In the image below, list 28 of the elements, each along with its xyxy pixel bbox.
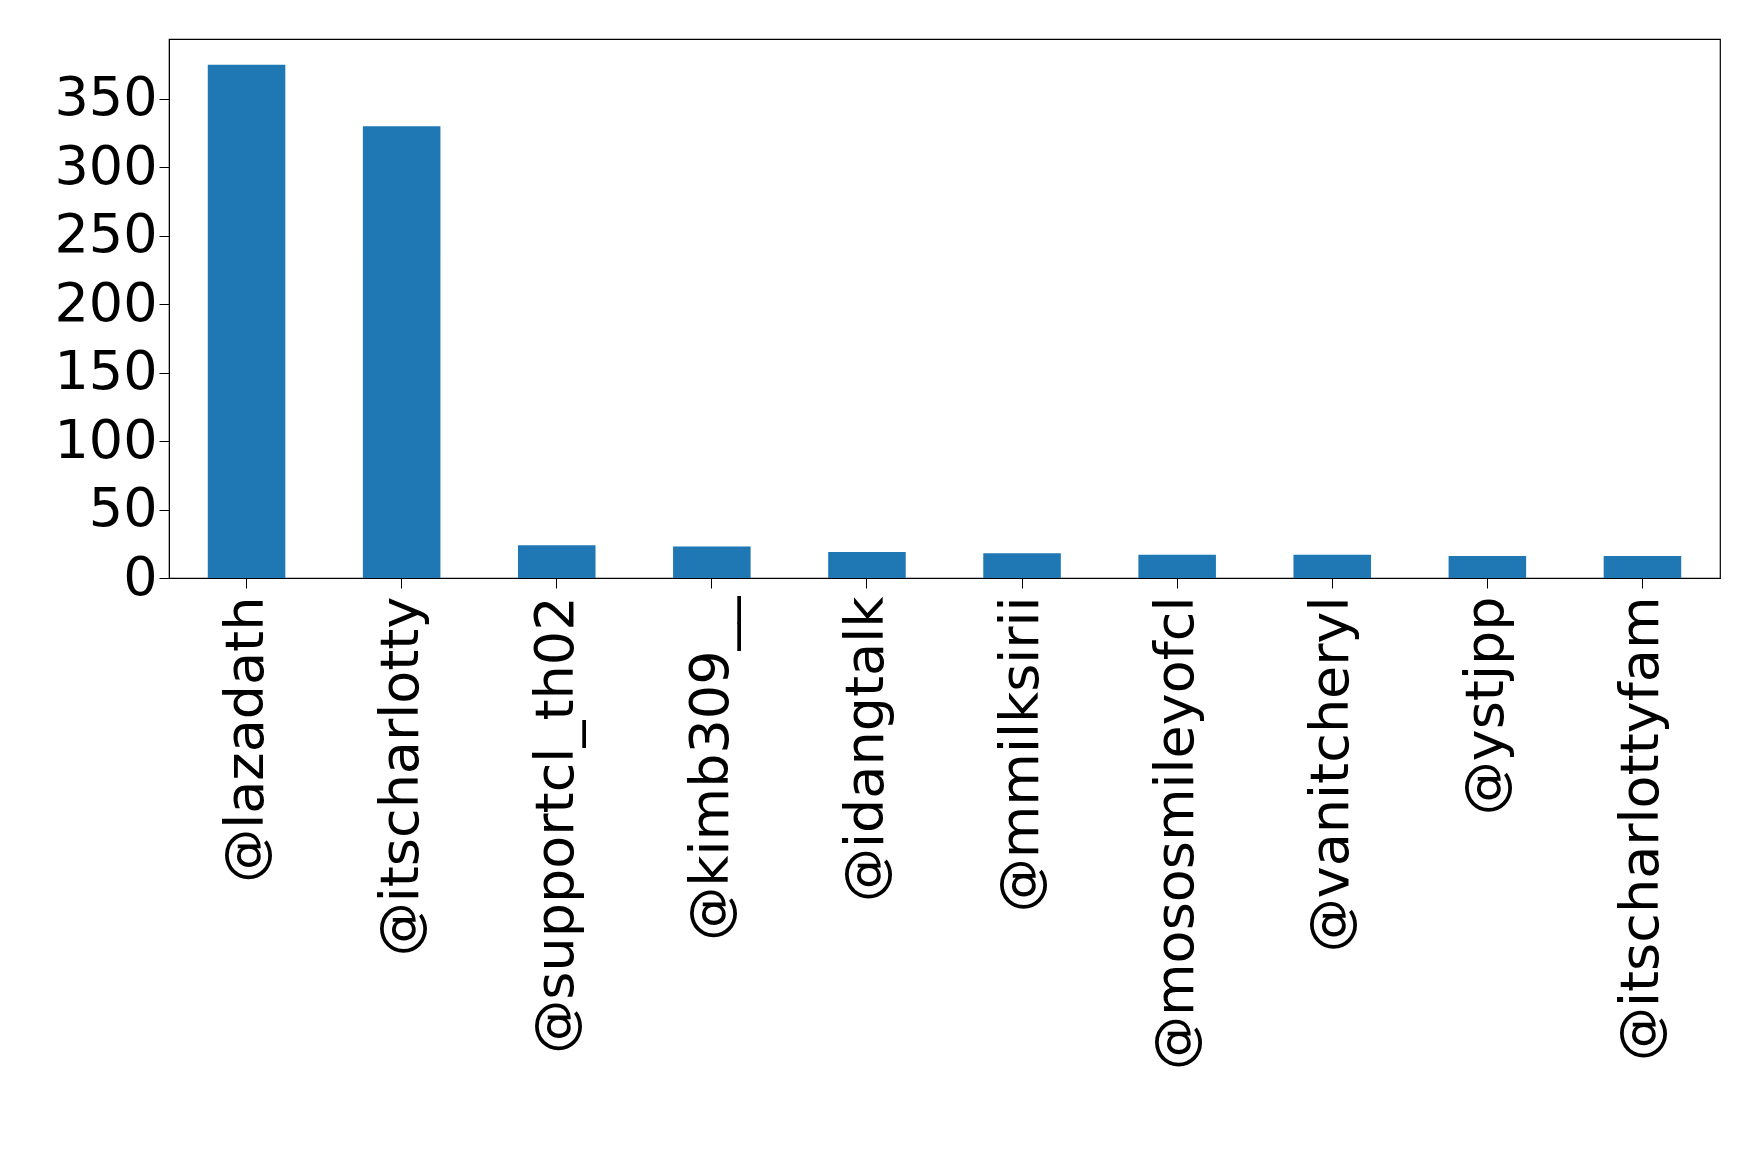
y-tick-label: 150 xyxy=(54,339,158,403)
y-tick-label: 300 xyxy=(54,133,158,197)
x-tick-label: @itscharlotty xyxy=(367,596,431,957)
x-tick-label: @mmilksirii xyxy=(988,596,1052,913)
bar xyxy=(362,126,441,578)
x-tick-label: @kimb309__ xyxy=(677,595,741,941)
x-tick-label: @supportcl_th02 xyxy=(522,596,586,1054)
y-tick-label: 250 xyxy=(54,202,158,266)
x-tick-label: @vanitcheryl xyxy=(1298,596,1362,953)
bar xyxy=(517,545,596,578)
y-tick-label: 0 xyxy=(123,544,158,608)
y-tick-label: 350 xyxy=(54,65,158,129)
x-tick-label: @mososmileyofcl xyxy=(1143,596,1207,1070)
bar xyxy=(983,553,1061,578)
bar xyxy=(1293,554,1372,578)
bar xyxy=(1603,556,1682,578)
y-tick-label: 200 xyxy=(54,270,158,334)
x-tick-label: @ystjpp xyxy=(1453,596,1517,816)
bar xyxy=(207,64,286,578)
bar xyxy=(1448,556,1527,578)
bar xyxy=(673,546,751,578)
bar xyxy=(828,551,906,578)
x-tick-label: @lazadath xyxy=(212,596,276,883)
bar xyxy=(1138,554,1216,578)
x-tick-label: @itscharlottyfam xyxy=(1608,596,1672,1062)
y-tick-label: 100 xyxy=(54,407,158,471)
x-tick-label: @idangtalk xyxy=(832,595,896,902)
y-tick-label: 50 xyxy=(88,476,158,540)
